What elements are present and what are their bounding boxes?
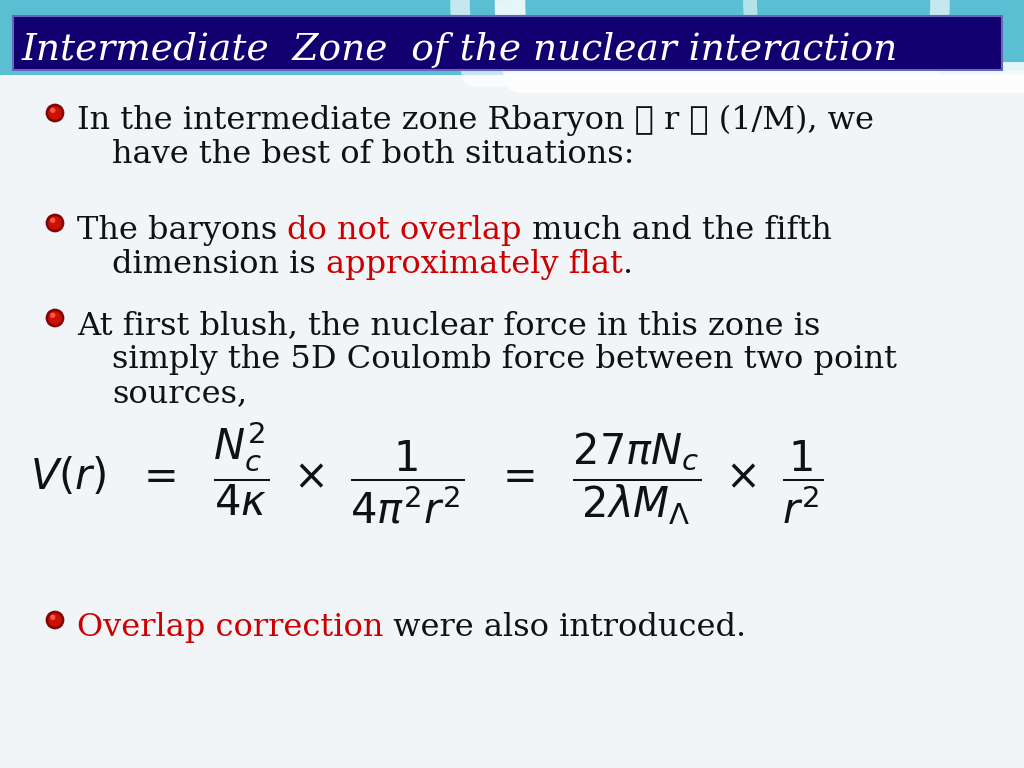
Circle shape (50, 313, 55, 318)
FancyBboxPatch shape (0, 0, 1024, 78)
Circle shape (50, 108, 55, 113)
Circle shape (46, 214, 63, 232)
Text: sources,: sources, (112, 378, 247, 409)
Circle shape (48, 614, 61, 627)
Text: dimension is: dimension is (112, 249, 326, 280)
Text: In the intermediate zone Rbaryon ≪ r ≪ (1/M), we: In the intermediate zone Rbaryon ≪ r ≪ (… (77, 105, 874, 136)
Circle shape (50, 614, 55, 620)
Circle shape (48, 106, 61, 120)
Text: Overlap correction: Overlap correction (77, 612, 383, 643)
FancyBboxPatch shape (13, 16, 1002, 70)
Text: approximately flat: approximately flat (326, 249, 623, 280)
Text: much and the fifth: much and the fifth (522, 215, 831, 246)
Circle shape (46, 611, 63, 629)
Text: At first blush, the nuclear force in this zone is: At first blush, the nuclear force in thi… (77, 310, 820, 341)
Circle shape (48, 217, 61, 230)
Text: simply the 5D Coulomb force between two point: simply the 5D Coulomb force between two … (112, 344, 897, 375)
Circle shape (46, 309, 63, 327)
Text: $V(r) \ \ = \ \ \dfrac{N_c^2}{4\kappa} \ \times \ \dfrac{1}{4\pi^2 r^2} \ \ = \ : $V(r) \ \ = \ \ \dfrac{N_c^2}{4\kappa} \… (30, 419, 823, 527)
Text: were also introduced.: were also introduced. (383, 612, 746, 643)
Text: Intermediate  Zone  of the nuclear interaction: Intermediate Zone of the nuclear interac… (22, 32, 898, 68)
Circle shape (46, 104, 63, 122)
Text: do not overlap: do not overlap (288, 215, 522, 246)
Circle shape (50, 217, 55, 223)
Text: .: . (623, 249, 633, 280)
FancyBboxPatch shape (0, 75, 1024, 768)
Text: have the best of both situations:: have the best of both situations: (112, 139, 635, 170)
Text: The baryons: The baryons (77, 215, 288, 246)
Circle shape (48, 311, 61, 325)
